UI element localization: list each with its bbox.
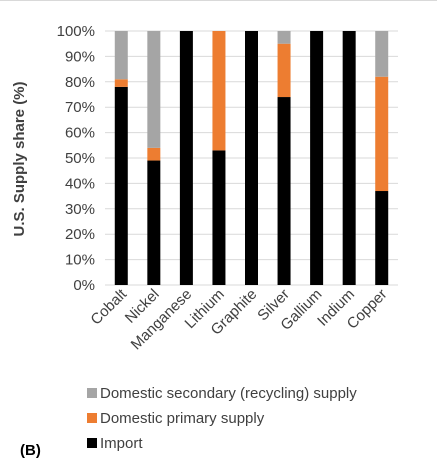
bars [114,31,389,285]
y-tick-label: 70% [65,99,95,116]
bar-segment-domestic-secondary-recycling-supply [147,31,161,148]
bar-segment-domestic-primary-supply [277,43,291,98]
bar-segment-domestic-primary-supply [114,79,128,87]
y-tick-label: 10% [65,252,95,269]
y-tick-label: 80% [65,74,95,91]
legend-swatch [87,413,97,423]
y-tick-label: 50% [65,150,95,167]
bar-segment-domestic-secondary-recycling-supply [277,31,291,44]
bar-segment-import [147,160,161,285]
bar-segment-domestic-secondary-recycling-supply [375,31,389,77]
y-tick-label: 40% [65,175,95,192]
bar-segment-domestic-secondary-recycling-supply [114,31,128,80]
y-axis-ticks: 0% 10% 20% 30% 40% 50% 60% 70% 80% 90% 100% [57,23,95,294]
legend: Domestic secondary (recycling) supply Dom… [87,385,357,452]
y-tick-label: 90% [65,48,95,65]
legend-swatch [87,438,97,448]
y-tick-label: 100% [57,23,95,40]
legend-label: Domestic secondary (recycling) supply [100,385,357,402]
legend-label: Import [100,435,143,452]
legend-swatch [87,388,97,398]
legend-label: Domestic primary supply [100,410,265,427]
bar-segment-domestic-primary-supply [212,31,226,151]
bar-segment-import [375,191,389,285]
y-tick-label: 0% [73,277,95,294]
y-axis-title: U.S. Supply share (%) [11,81,28,236]
bar-segment-domestic-primary-supply [375,76,389,192]
bar-segment-import [342,31,356,285]
bar-segment-domestic-primary-supply [147,147,161,161]
bar-segment-import [179,31,193,285]
panel-label: (B) [20,442,41,459]
y-tick-label: 60% [65,125,95,142]
x-axis-ticks: CobaltNickelManganeseLithiumGraphiteSilv… [87,285,390,353]
bar-segment-import [212,150,226,285]
y-tick-label: 20% [65,226,95,243]
bar-segment-import [277,97,291,285]
y-tick-label: 30% [65,201,95,218]
bar-segment-import [310,31,324,285]
bar-segment-import [245,31,258,285]
bar-segment-import [114,86,128,285]
